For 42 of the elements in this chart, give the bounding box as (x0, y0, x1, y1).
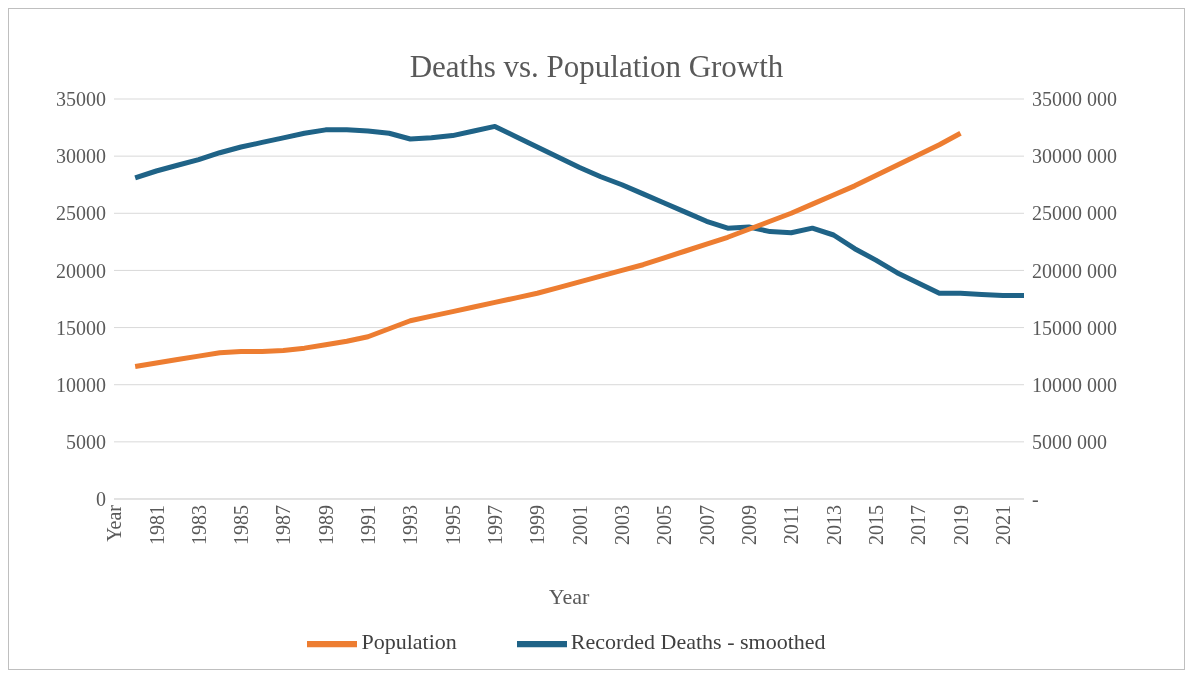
y2-tick-label: 35000 000 (1032, 88, 1117, 111)
y2-tick-label: - (1032, 488, 1039, 511)
x-tick-label: 2007 (695, 505, 718, 545)
y2-tick-label: 10000 000 (1032, 373, 1117, 396)
x-tick-label: 2013 (822, 505, 845, 545)
y-tick-label: 0 (96, 488, 106, 511)
y-tick-label: 35000 (56, 88, 106, 111)
y-tick-label: 15000 (56, 316, 106, 339)
y-tick-label: 10000 (56, 373, 106, 396)
chart-title: Deaths vs. Population Growth (408, 49, 785, 86)
x-tick-label: 2019 (949, 505, 972, 545)
x-tick-label: 2001 (568, 505, 591, 545)
x-tick-label: 1995 (441, 505, 464, 545)
x-tick-label: 2003 (611, 505, 634, 545)
x-tick-label: 2021 (992, 505, 1015, 545)
y-tick-label: 25000 (56, 202, 106, 225)
y2-tick-label: 5000 000 (1032, 430, 1107, 453)
y2-tick-label: 30000 000 (1032, 145, 1117, 168)
x-tick-label: 2015 (865, 505, 888, 545)
x-tick-label: 1989 (314, 505, 337, 545)
x-tick-label: 1981 (145, 505, 168, 545)
y-tick-label: 30000 (56, 145, 106, 168)
x-tick-label: 1991 (357, 505, 380, 545)
x-tick-label: 1997 (484, 505, 507, 545)
x-axis-title: Year (548, 584, 590, 609)
x-tick-label: 2005 (653, 505, 676, 545)
y2-tick-label: 25000 000 (1032, 202, 1117, 225)
x-tick-label: 2009 (738, 505, 761, 545)
x-tick-label: 2017 (907, 505, 930, 545)
x-tick-label: 1999 (526, 505, 549, 545)
x-tick-label: 1987 (272, 505, 295, 545)
x-tick-label: 2011 (780, 505, 803, 545)
x-tick-label: 1985 (230, 505, 253, 545)
x-tick-label: Year (103, 504, 126, 542)
legend-label: Population (361, 629, 457, 655)
y-tick-label: 5000 (66, 430, 106, 453)
y2-tick-label: 15000 000 (1032, 316, 1117, 339)
legend-label: Recorded Deaths - smoothed (570, 629, 826, 655)
x-tick-label: 1983 (187, 505, 210, 545)
x-tick-label: 1993 (399, 505, 422, 545)
y2-tick-label: 20000 000 (1032, 259, 1117, 282)
y-tick-label: 20000 (56, 259, 106, 282)
